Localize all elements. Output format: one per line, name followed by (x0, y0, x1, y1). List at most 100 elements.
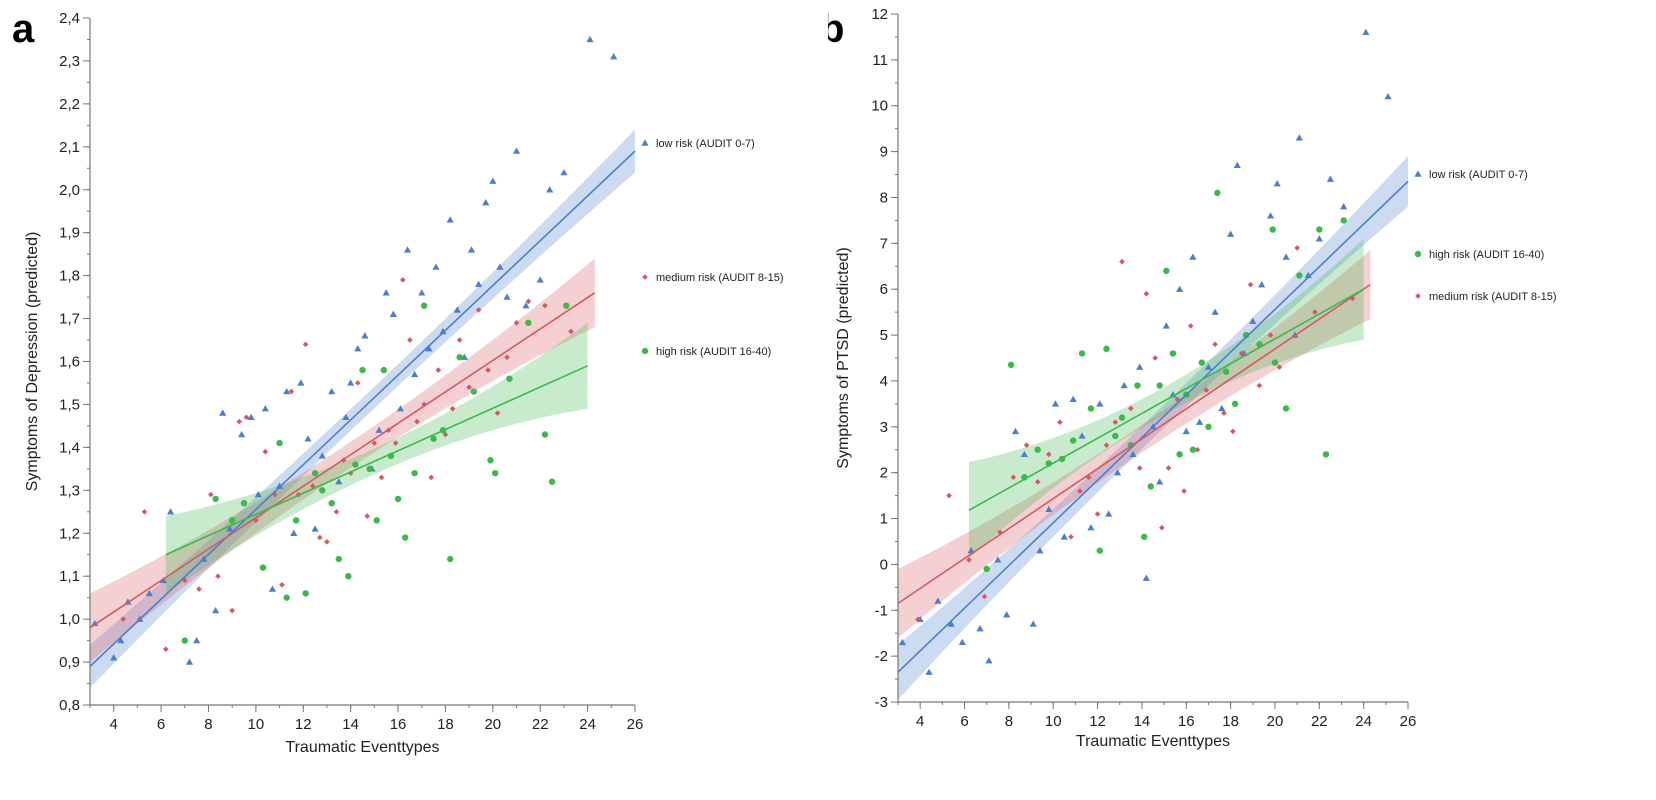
legend-marker (642, 274, 648, 280)
data-point (247, 413, 255, 421)
data-point (361, 332, 369, 339)
data-point (333, 508, 340, 515)
data-point (403, 246, 412, 253)
data-point (211, 606, 220, 614)
data-point (504, 354, 510, 361)
data-point (985, 657, 993, 664)
data-point (1176, 451, 1183, 458)
y-tick-label: 1 (880, 511, 888, 528)
data-point (1120, 381, 1128, 389)
data-point (1222, 368, 1230, 375)
data-point (290, 529, 298, 536)
fit-line-2 (165, 365, 588, 556)
data-point (1340, 203, 1348, 210)
data-point (456, 354, 463, 361)
data-point (1230, 428, 1236, 435)
data-point (347, 379, 355, 386)
data-point (449, 405, 456, 412)
data-point (1023, 442, 1030, 448)
legend-marker (1414, 250, 1422, 258)
x-tick-label: 16 (1178, 713, 1195, 730)
data-point (1118, 414, 1126, 421)
y-tick-label: 1,1 (59, 568, 80, 585)
data-point (185, 658, 194, 665)
data-point (382, 289, 390, 296)
x-tick-label: 22 (532, 716, 549, 733)
data-point (586, 35, 594, 43)
y-tick-label: 1,2 (59, 525, 80, 542)
data-point (219, 409, 227, 416)
legend-marker (641, 139, 649, 146)
data-point (1142, 574, 1150, 581)
data-point (302, 590, 309, 597)
data-point (208, 491, 214, 498)
legend-label: medium risk (AUDIT 8-15) (1429, 291, 1557, 303)
data-point (430, 435, 437, 442)
data-point (117, 636, 125, 644)
data-point (394, 495, 402, 503)
data-point (378, 474, 385, 481)
data-point (347, 470, 354, 476)
x-tick-label: 6 (960, 713, 968, 730)
data-point (259, 564, 267, 571)
data-point (1169, 350, 1177, 357)
x-tick-label: 14 (342, 716, 359, 733)
data-point (1156, 382, 1163, 389)
y-tick-label: 9 (880, 144, 888, 161)
y-axis-title: Symptoms of PTSD (predicted) (835, 247, 852, 468)
data-point (276, 439, 283, 447)
data-point (166, 508, 175, 515)
data-point (475, 307, 482, 313)
data-point (1249, 317, 1257, 325)
data-point (1163, 267, 1170, 275)
data-point (1282, 405, 1290, 412)
data-point (324, 539, 330, 545)
data-point (898, 638, 907, 646)
series-points-0 (91, 35, 618, 665)
data-point (302, 341, 309, 348)
data-point (946, 492, 952, 499)
data-point (304, 435, 312, 442)
data-point (541, 431, 549, 438)
data-point (994, 556, 1002, 563)
data-point (1113, 469, 1122, 476)
data-point (958, 638, 966, 646)
data-point (1077, 488, 1083, 494)
x-tick-label: 10 (1045, 713, 1062, 730)
data-point (425, 345, 433, 352)
data-point (253, 517, 259, 524)
fit-line-1 (89, 292, 596, 629)
y-axis-title: Symptoms of Depression (predicted) (24, 232, 41, 492)
data-point (428, 474, 435, 481)
data-point (1266, 212, 1275, 219)
x-tick-label: 18 (437, 716, 454, 733)
data-point (411, 370, 419, 378)
data-point (380, 366, 388, 374)
data-point (1195, 418, 1204, 425)
data-point (238, 430, 246, 438)
data-point (997, 529, 1003, 536)
data-point (1214, 189, 1221, 197)
data-point (494, 410, 501, 416)
chart-panel-a: a 0,8 0,9 1,0 1,1 1,2 1,3 1,4 1,5 1,6 1,7 1,8 1,9 2,0… (12, 7, 784, 756)
data-point (1349, 295, 1356, 302)
fit-line-1 (897, 283, 1371, 605)
data-point (1221, 410, 1227, 416)
y-tick-label: 0,9 (59, 654, 80, 671)
data-point (1103, 442, 1110, 448)
y-tick-label: 2,2 (59, 96, 80, 113)
data-point (335, 555, 343, 563)
legend-marker (1415, 293, 1421, 299)
y-tick-label: 6 (880, 281, 888, 298)
data-point (236, 418, 243, 425)
data-point (1129, 450, 1137, 458)
data-point (1384, 92, 1392, 100)
data-point (563, 302, 570, 309)
data-point (243, 414, 250, 421)
data-point (1362, 28, 1370, 36)
legend-label: low risk (AUDIT 0-7) (1429, 169, 1528, 181)
data-point (328, 499, 335, 507)
data-point (506, 375, 513, 382)
data-point (1205, 423, 1212, 430)
x-tick-label: 12 (1089, 713, 1106, 730)
